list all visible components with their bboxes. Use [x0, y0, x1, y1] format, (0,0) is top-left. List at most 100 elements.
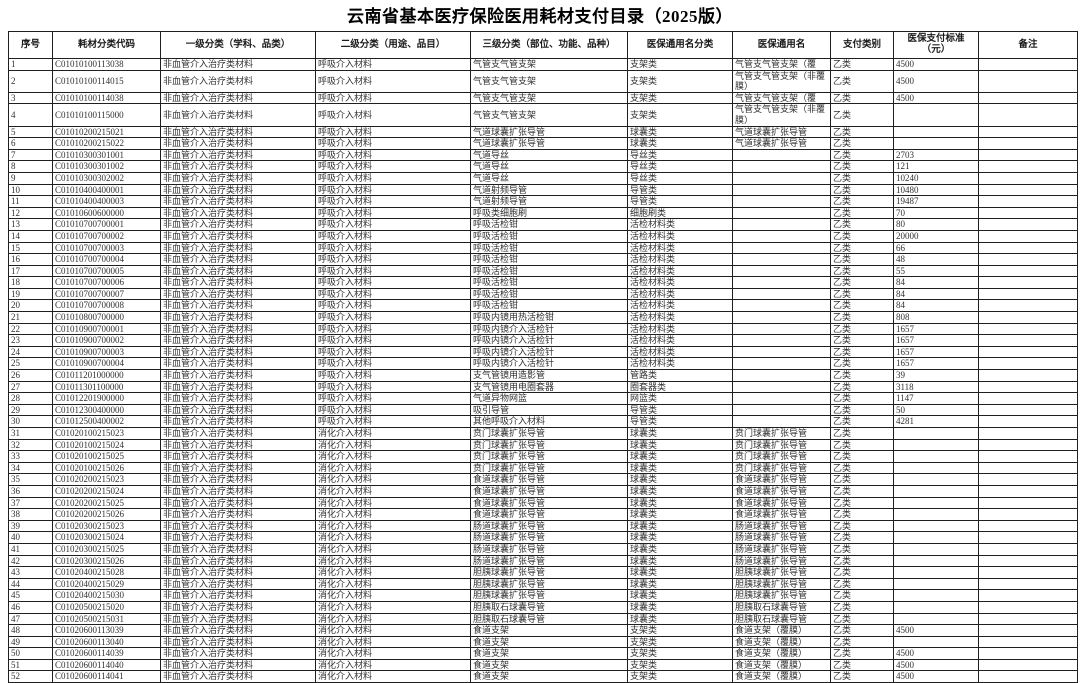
cell-remark: [978, 438, 1078, 452]
table-row: 3 C01010100114038 非血管介入治疗类材料 呼吸介入材料 气管支气管支架支…: [8, 91, 1078, 105]
table-row: 49 C01020600113040 非血管介入治疗类材料 消化介入材料 食道支架 支架类…: [8, 635, 1078, 649]
cell-seq: 45: [8, 589, 53, 602]
cell-code: C01010300301002: [52, 160, 161, 173]
cell-level3: 呼吸内镜用热活检钳: [470, 311, 628, 324]
cell-seq: 32: [8, 438, 53, 452]
table-row: 43 C01020400215028 非血管介入治疗类材料 消化介入材料 胆胰球囊扩张导…: [8, 566, 1078, 579]
cell-seq: 8: [8, 160, 53, 173]
cell-remark: [978, 253, 1078, 266]
cell-level1: 非血管介入治疗类材料: [160, 125, 316, 139]
cell-level2: 消化介入材料: [315, 635, 471, 649]
column-header-generic-name: 医保通用名: [732, 31, 831, 59]
cell-level2: 呼吸介入材料: [315, 125, 471, 139]
cell-level2: 消化介入材料: [315, 508, 471, 521]
table-row: 12 C01010600600000 非血管介入治疗类材料 呼吸介入材料 呼吸类细胞刷细…: [8, 206, 1078, 220]
cell-level2: 呼吸介入材料: [315, 171, 471, 185]
cell-code: C01010700700003: [52, 241, 161, 255]
cell-generic-name: 气管支气管支架（非覆膜）: [732, 103, 831, 127]
cell-generic-name: 食道支架（覆膜）: [732, 635, 831, 649]
cell-code: C01020400215030: [52, 589, 161, 602]
cell-level2: 消化介入材料: [315, 658, 471, 672]
cell-level3: 呼吸活检钳: [470, 241, 628, 255]
cell-level3: 胆胰球囊扩张导管: [470, 589, 628, 602]
cell-level3: 气管支气管支架: [470, 58, 628, 71]
table-row: 37 C01020200215025 非血管介入治疗类材料 消化介入材料 食道球囊扩张导…: [8, 496, 1078, 510]
table-row: 10 C01010400400001 非血管介入治疗类材料 呼吸介入材料 气道射频导管导…: [8, 183, 1078, 197]
table-row: 50 C01020600114039 非血管介入治疗类材料 消化介入材料 食道支架 支架类…: [8, 647, 1078, 660]
cell-pay-standard: 1657: [893, 345, 979, 359]
cell-seq: 36: [8, 484, 53, 498]
cell-level1: 非血管介入治疗类材料: [160, 496, 316, 510]
cell-level3: 胆胰球囊扩张导管: [470, 566, 628, 579]
cell-code: C01020400215029: [52, 577, 161, 591]
cell-level3: 贲门球囊扩张导管: [470, 461, 628, 475]
cell-pay-standard: [893, 554, 979, 568]
cell-pay-standard: 2703: [893, 148, 979, 162]
cell-generic-name: [732, 171, 831, 185]
cell-pay-class: 乙类: [830, 276, 894, 289]
cell-pay-class: 乙类: [830, 484, 894, 498]
cell-code: C01010100115000: [52, 103, 161, 127]
cell-level2: 呼吸介入材料: [315, 369, 471, 382]
cell-code: C01012300400000: [52, 403, 161, 417]
cell-remark: [978, 322, 1078, 336]
cell-generic-name: [732, 160, 831, 173]
cell-level3: 气道球囊扩张导管: [470, 137, 628, 150]
cell-code: C01010100114015: [52, 69, 161, 93]
cell-level1: 非血管介入治疗类材料: [160, 218, 316, 231]
cell-level2: 呼吸介入材料: [315, 160, 471, 173]
cell-generic-name: 肠道球囊扩张导管: [732, 519, 831, 533]
column-header-seq: 序号: [8, 31, 53, 59]
cell-level3: 呼吸活检钳: [470, 229, 628, 243]
cell-code: C01020600113039: [52, 624, 161, 637]
cell-pay-standard: [893, 635, 979, 649]
table-row: 31 C01020100215023 非血管介入治疗类材料 消化介入材料 贲门球囊扩张导…: [8, 427, 1078, 440]
table-row: 26 C01011201000000 非血管介入治疗类材料 呼吸介入材料 支气管镜用造影…: [8, 369, 1078, 382]
cell-level2: 呼吸介入材料: [315, 380, 471, 394]
cell-level1: 非血管介入治疗类材料: [160, 624, 316, 637]
cell-pay-class: 乙类: [830, 69, 894, 93]
cell-remark: [978, 380, 1078, 394]
cell-pay-class: 乙类: [830, 218, 894, 231]
cell-seq: 42: [8, 554, 53, 568]
cell-level2: 消化介入材料: [315, 589, 471, 602]
cell-generic-name: 气管支气管支架（覆膜）: [732, 91, 831, 105]
cell-level1: 非血管介入治疗类材料: [160, 566, 316, 579]
cell-category: 支架类: [627, 635, 733, 649]
cell-level2: 呼吸介入材料: [315, 311, 471, 324]
cell-pay-standard: [893, 484, 979, 498]
cell-pay-standard: [893, 137, 979, 150]
cell-pay-standard: [893, 473, 979, 486]
cell-code: C01020500215031: [52, 612, 161, 626]
table-row: 44 C01020400215029 非血管介入治疗类材料 消化介入材料 胆胰球囊扩张导…: [8, 577, 1078, 591]
cell-generic-name: 气管支气管支架（覆膜）: [732, 58, 831, 71]
cell-code: C01010100113038: [52, 58, 161, 71]
cell-level1: 非血管介入治疗类材料: [160, 91, 316, 105]
cell-remark: [978, 531, 1078, 544]
cell-level1: 非血管介入治疗类材料: [160, 380, 316, 394]
cell-pay-class: 乙类: [830, 183, 894, 197]
cell-level1: 非血管介入治疗类材料: [160, 183, 316, 197]
cell-level3: 胆胰取石球囊导管: [470, 600, 628, 614]
cell-level3: 贲门球囊扩张导管: [470, 427, 628, 440]
cell-remark: [978, 577, 1078, 591]
cell-category: 球囊类: [627, 450, 733, 463]
table-row: 30 C01012500400002 非血管介入治疗类材料 呼吸介入材料 其他呼吸介入材…: [8, 415, 1078, 428]
cell-level2: 消化介入材料: [315, 484, 471, 498]
cell-code: C01020300215025: [52, 542, 161, 556]
cell-pay-class: 乙类: [830, 299, 894, 313]
cell-code: C01020600114040: [52, 658, 161, 672]
cell-pay-standard: 121: [893, 160, 979, 173]
table-row: 33 C01020100215025 非血管介入治疗类材料 消化介入材料 贲门球囊扩张导…: [8, 450, 1078, 463]
cell-seq: 20: [8, 299, 53, 313]
cell-pay-class: 乙类: [830, 345, 894, 359]
cell-seq: 37: [8, 496, 53, 510]
cell-remark: [978, 461, 1078, 475]
cell-generic-name: [732, 195, 831, 208]
cell-pay-class: 乙类: [830, 58, 894, 71]
cell-seq: 7: [8, 148, 53, 162]
cell-category: 活检材料类: [627, 334, 733, 347]
cell-remark: [978, 345, 1078, 359]
table-row: 23 C01010900700002 非血管介入治疗类材料 呼吸介入材料 呼吸内镜介入活…: [8, 334, 1078, 347]
cell-remark: [978, 58, 1078, 71]
